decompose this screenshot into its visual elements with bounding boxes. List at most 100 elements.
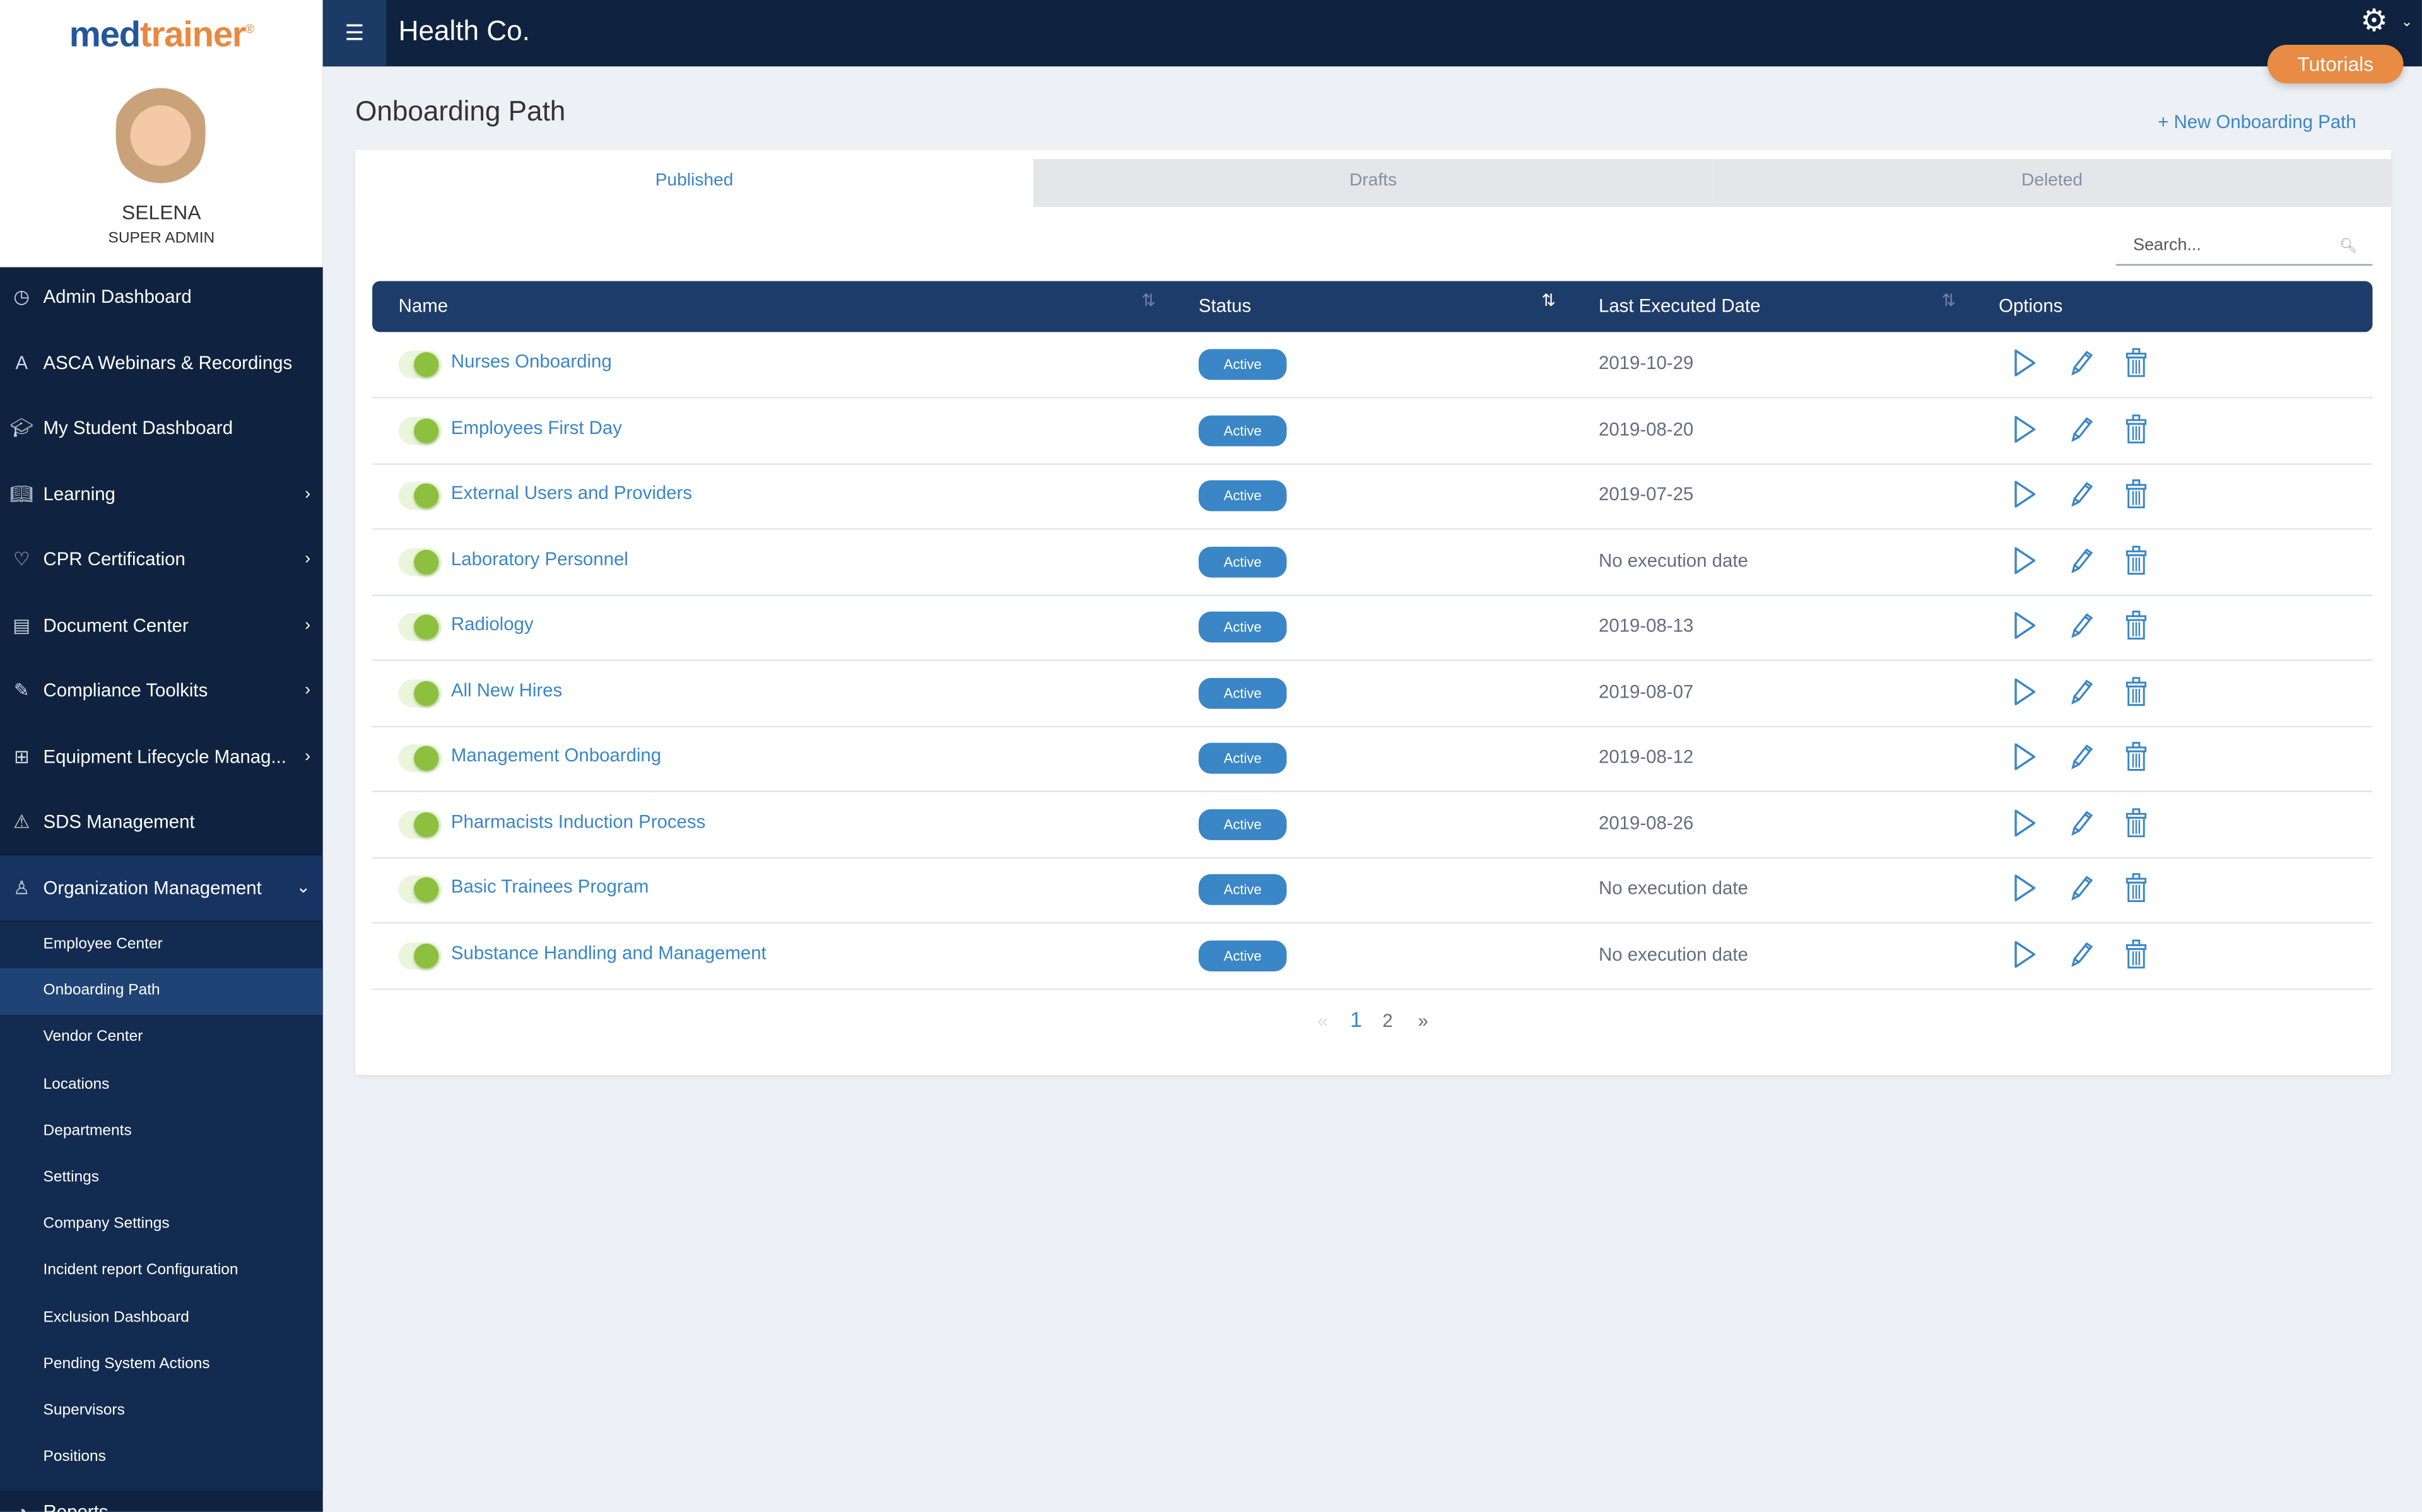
onboarding-path-link[interactable]: Laboratory Personnel [450, 547, 628, 570]
sidebar-item-asca-webinars-recordings[interactable]: A ASCA Webinars & Recordings [0, 330, 323, 395]
pencil-icon[interactable] [2067, 413, 2095, 444]
play-icon[interactable] [2011, 872, 2039, 903]
trash-icon[interactable] [2122, 610, 2150, 641]
trash-icon[interactable] [2122, 872, 2150, 903]
trash-icon[interactable] [2122, 479, 2150, 510]
pagination-next[interactable]: » [1418, 1010, 1428, 1032]
sidebar-item-organization-management[interactable]: ♙ Organization Management ⌄ [0, 855, 323, 920]
pagination-prev[interactable]: « [1317, 1010, 1328, 1032]
pencil-icon[interactable] [2067, 741, 2095, 772]
chevron-icon[interactable]: › [305, 484, 311, 503]
onboarding-path-link[interactable]: Management Onboarding [450, 744, 662, 766]
play-icon[interactable] [2011, 413, 2039, 444]
search-icon[interactable]: 🔍︎ [2339, 238, 2358, 254]
enabled-toggle[interactable] [398, 679, 442, 707]
enabled-toggle[interactable] [398, 810, 442, 838]
search-input[interactable]: Search... 🔍︎ [2116, 230, 2373, 266]
new-onboarding-path-button[interactable]: + New Onboarding Path [2158, 111, 2356, 133]
onboarding-path-link[interactable]: External Users and Providers [450, 481, 693, 504]
chevron-icon[interactable]: › [305, 746, 311, 766]
sidebar-item-learning[interactable]: 📖︎ Learning › [0, 461, 323, 526]
tab-deleted[interactable]: Deleted [1713, 159, 2391, 208]
play-icon[interactable] [2011, 938, 2039, 969]
sidebar-item-cpr-certification[interactable]: ♡ CPR Certification › [0, 527, 323, 592]
enabled-toggle[interactable] [398, 744, 442, 773]
pagination-page-1[interactable]: 1 [1349, 1007, 1362, 1032]
chevron-icon[interactable]: ⌄ [296, 879, 311, 898]
trash-icon[interactable] [2122, 348, 2150, 378]
sort-icon[interactable]: ⇅ [1541, 291, 1556, 311]
trash-icon[interactable] [2122, 807, 2150, 838]
pagination-page-2[interactable]: 2 [1382, 1010, 1393, 1032]
sidebar-item-sds-management[interactable]: ⚠︎ SDS Management [0, 789, 323, 854]
play-icon[interactable] [2011, 741, 2039, 772]
column-header-last-executed-date[interactable]: Last Executed Date [1598, 295, 1761, 317]
sidebar-subitem-settings[interactable]: Settings [43, 1169, 100, 1187]
tab-published[interactable]: Published [355, 149, 1033, 208]
tutorials-button[interactable]: Tutorials [2267, 45, 2404, 84]
sidebar-subitem-supervisors[interactable]: Supervisors [43, 1402, 125, 1419]
trash-icon[interactable] [2122, 676, 2150, 706]
avatar[interactable] [115, 71, 206, 189]
play-icon[interactable] [2011, 676, 2039, 706]
sidebar-subitem-employee-center[interactable]: Employee Center [43, 935, 163, 953]
pencil-icon[interactable] [2067, 610, 2095, 641]
chevron-icon[interactable]: › [305, 681, 311, 700]
sidebar-subitem-locations[interactable]: Locations [43, 1075, 110, 1093]
onboarding-path-link[interactable]: Nurses Onboarding [450, 350, 612, 373]
enabled-toggle[interactable] [398, 481, 442, 510]
sidebar-subitem-vendor-center[interactable]: Vendor Center [43, 1029, 143, 1046]
enabled-toggle[interactable] [398, 876, 442, 904]
trash-icon[interactable] [2122, 938, 2150, 969]
trash-icon[interactable] [2122, 741, 2150, 772]
sidebar-item-reports[interactable]: ◔ Reports [0, 1479, 323, 1512]
pencil-icon[interactable] [2067, 676, 2095, 706]
sidebar-subitem-company-settings[interactable]: Company Settings [43, 1216, 170, 1233]
onboarding-path-link[interactable]: Employees First Day [450, 416, 622, 438]
onboarding-path-link[interactable]: Substance Handling and Management [450, 941, 767, 963]
pencil-icon[interactable] [2067, 348, 2095, 378]
play-icon[interactable] [2011, 807, 2039, 838]
onboarding-path-link[interactable]: Basic Trainees Program [450, 876, 649, 898]
chevron-icon[interactable]: › [305, 615, 311, 635]
sidebar-item-my-student-dashboard[interactable]: 🎓︎ My Student Dashboard [0, 396, 323, 460]
tab-drafts[interactable]: Drafts [1033, 159, 1714, 208]
sidebar-subitem-pending-system-actions[interactable]: Pending System Actions [43, 1356, 210, 1373]
trash-icon[interactable] [2122, 413, 2150, 444]
pencil-icon[interactable] [2067, 938, 2095, 969]
pencil-icon[interactable] [2067, 872, 2095, 903]
gear-icon[interactable]: ⚙ [2360, 4, 2389, 39]
pencil-icon[interactable] [2067, 807, 2095, 838]
enabled-toggle[interactable] [398, 350, 442, 378]
chevron-down-icon[interactable]: ⌄ [2401, 14, 2413, 30]
sidebar-item-equipment-lifecycle-manag[interactable]: ⊞ Equipment Lifecycle Manag... › [0, 724, 323, 788]
sidebar-subitem-positions[interactable]: Positions [43, 1448, 106, 1466]
sidebar-item-document-center[interactable]: ▤ Document Center › [0, 592, 323, 657]
sort-icon[interactable]: ⇅ [1141, 291, 1156, 311]
sidebar-subitem-incident-report-configuration[interactable]: Incident report Configuration [43, 1262, 238, 1280]
play-icon[interactable] [2011, 479, 2039, 510]
enabled-toggle[interactable] [398, 941, 442, 970]
pencil-icon[interactable] [2067, 479, 2095, 510]
sidebar-subitem-departments[interactable]: Departments [43, 1122, 132, 1140]
column-header-name[interactable]: Name [398, 295, 449, 317]
hamburger-menu-icon[interactable]: ☰ [322, 0, 387, 67]
enabled-toggle[interactable] [398, 612, 442, 642]
chevron-icon[interactable]: › [305, 549, 311, 568]
sidebar-item-admin-dashboard[interactable]: ◷ Admin Dashboard [0, 264, 323, 329]
onboarding-path-link[interactable]: Pharmacists Induction Process [450, 810, 706, 832]
onboarding-path-link[interactable]: Radiology [450, 612, 534, 635]
play-icon[interactable] [2011, 544, 2039, 575]
enabled-toggle[interactable] [398, 547, 442, 575]
enabled-toggle[interactable] [398, 416, 442, 444]
sort-icon[interactable]: ⇅ [1941, 291, 1956, 311]
sidebar-subitem-exclusion-dashboard[interactable]: Exclusion Dashboard [43, 1309, 189, 1327]
play-icon[interactable] [2011, 348, 2039, 378]
pencil-icon[interactable] [2067, 544, 2095, 575]
column-header-status[interactable]: Status [1198, 295, 1252, 317]
trash-icon[interactable] [2122, 544, 2150, 575]
sidebar-subitem-onboarding-path[interactable]: Onboarding Path [0, 968, 323, 1015]
play-icon[interactable] [2011, 610, 2039, 641]
sidebar-item-compliance-toolkits[interactable]: ✎ Compliance Toolkits › [0, 658, 323, 723]
onboarding-path-link[interactable]: All New Hires [450, 679, 563, 701]
